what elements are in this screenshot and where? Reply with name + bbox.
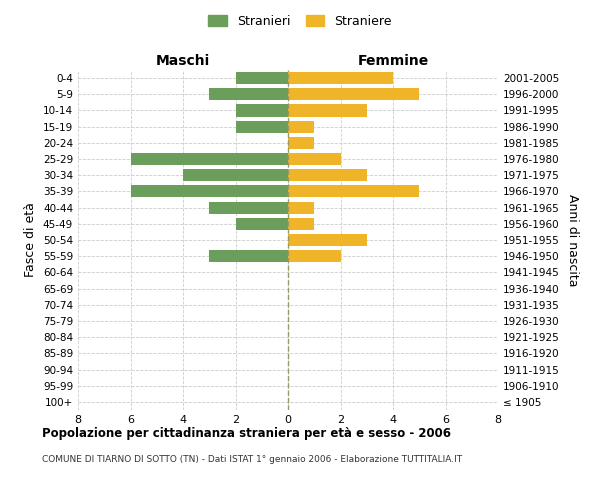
Bar bbox=[288, 202, 314, 213]
Bar bbox=[288, 72, 393, 84]
Bar bbox=[235, 104, 288, 117]
Bar bbox=[130, 153, 288, 165]
Legend: Stranieri, Straniere: Stranieri, Straniere bbox=[205, 11, 395, 32]
Bar bbox=[235, 72, 288, 84]
Bar bbox=[288, 137, 314, 149]
Text: COMUNE DI TIARNO DI SOTTO (TN) - Dati ISTAT 1° gennaio 2006 - Elaborazione TUTTI: COMUNE DI TIARNO DI SOTTO (TN) - Dati IS… bbox=[42, 455, 462, 464]
Bar bbox=[235, 120, 288, 132]
Bar bbox=[288, 104, 367, 117]
Bar bbox=[288, 250, 341, 262]
Text: Maschi: Maschi bbox=[156, 54, 210, 68]
Bar bbox=[209, 250, 288, 262]
Bar bbox=[288, 120, 314, 132]
Bar bbox=[288, 186, 419, 198]
Y-axis label: Anni di nascita: Anni di nascita bbox=[566, 194, 579, 286]
Bar bbox=[288, 153, 341, 165]
Bar bbox=[288, 234, 367, 246]
Y-axis label: Fasce di età: Fasce di età bbox=[25, 202, 37, 278]
Bar bbox=[288, 88, 419, 101]
Bar bbox=[209, 88, 288, 101]
Bar bbox=[130, 186, 288, 198]
Bar bbox=[183, 169, 288, 181]
Bar bbox=[288, 218, 314, 230]
Bar bbox=[235, 218, 288, 230]
Text: Femmine: Femmine bbox=[358, 54, 428, 68]
Text: Popolazione per cittadinanza straniera per età e sesso - 2006: Popolazione per cittadinanza straniera p… bbox=[42, 428, 451, 440]
Bar bbox=[209, 202, 288, 213]
Bar bbox=[288, 169, 367, 181]
